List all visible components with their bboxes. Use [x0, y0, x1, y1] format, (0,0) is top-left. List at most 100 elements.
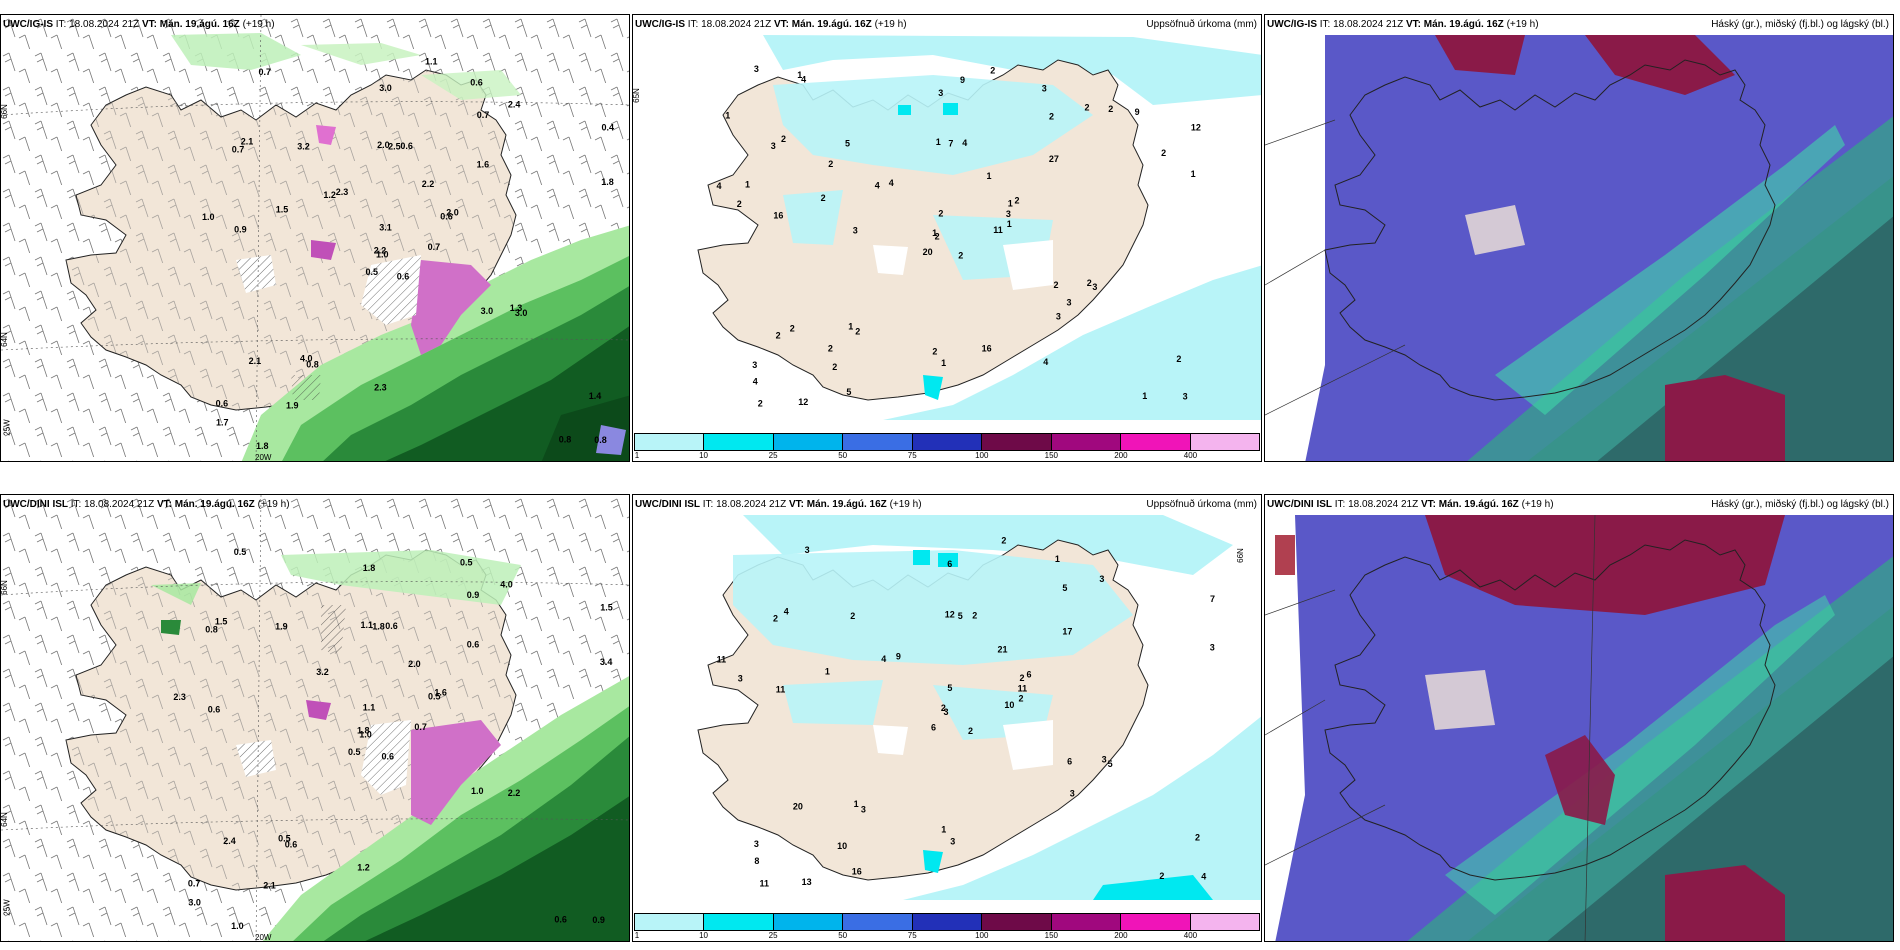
map-value-label: 0.6	[385, 621, 398, 631]
map-value-label: 2	[850, 611, 855, 621]
colorbar-tick-label: 10	[699, 451, 708, 460]
map-value-label: 1.8	[363, 563, 376, 573]
map-value-label: 10	[837, 841, 847, 851]
map-value-label: 2	[935, 232, 940, 242]
map-value-label: 5	[1108, 759, 1113, 769]
colorbar-tick-label: 75	[907, 451, 917, 460]
map-value-label: 3	[1092, 282, 1097, 292]
map-value-label: 3	[738, 673, 743, 683]
map-value-label: 1.6	[434, 688, 447, 698]
colorbar-swatch	[912, 914, 983, 930]
map-value-label: 3.2	[297, 142, 310, 152]
colorbar-tick-label: 150	[1044, 931, 1059, 940]
map-value-label: 0.6	[400, 141, 413, 151]
map-value-label: 2	[828, 159, 833, 169]
map-value-label: 1.4	[589, 391, 602, 401]
colorbar-swatch	[843, 434, 913, 450]
map-value-label: 2.0	[377, 140, 390, 150]
map-panel-igis-wind[interactable]: UWC/IG-IS IT: 18.08.2024 21Z VT: Mán. 19…	[0, 14, 630, 462]
lon-label-25w: 25W	[2, 419, 12, 436]
map-value-label: 1.5	[276, 204, 289, 214]
map-value-label: 0.6	[285, 840, 298, 850]
map-value-label: 0.7	[428, 242, 441, 252]
lat-label-65n: 65N	[632, 88, 641, 103]
map-panel-dini-clouds[interactable]: UWC/DINI ISL IT: 18.08.2024 21Z VT: Mán.…	[1264, 494, 1894, 942]
lon-label-20w: 20W	[255, 933, 272, 942]
map-value-label: 2.1	[249, 356, 262, 366]
map-value-label: 16	[773, 210, 783, 220]
map-value-label: 2	[938, 209, 943, 219]
map-value-label: 1	[848, 322, 853, 332]
map-value-label: 0.8	[594, 435, 607, 445]
map-value-label: 2	[1020, 673, 1025, 683]
map-value-label: 1.0	[231, 921, 244, 931]
map-value-label: 3.0	[481, 306, 494, 316]
map-value-label: 2.2	[422, 179, 435, 189]
map-panel-dini-wind[interactable]: UWC/DINI ISL IT: 18.08.2024 21Z VT: Mán.…	[0, 494, 630, 942]
precip-colorbar	[634, 913, 1260, 931]
map-value-label: 2	[932, 346, 937, 356]
map-value-label: 0.5	[428, 691, 441, 701]
map-value-label: 3.0	[379, 83, 392, 93]
map-panel-dini-precip[interactable]: UWC/DINI ISL IT: 18.08.2024 21Z VT: Mán.…	[632, 494, 1262, 942]
panel-header: UWC/DINI ISL IT: 18.08.2024 21Z VT: Mán.…	[635, 499, 922, 510]
map-value-label: 3	[944, 707, 949, 717]
map-value-label: 4	[801, 74, 806, 84]
map-value-label: 4	[753, 377, 758, 387]
map-value-label: 0.5	[366, 267, 379, 277]
map-value-label: 2	[1019, 694, 1024, 704]
map-value-label: 0.4	[602, 123, 615, 133]
map-value-label: 1.1	[425, 57, 438, 67]
map-value-label: 1	[932, 228, 937, 238]
map-value-label: 4	[875, 180, 880, 190]
colorbar-tick-label: 200	[1114, 451, 1128, 460]
colorbar-swatch	[1190, 434, 1259, 450]
map-value-label: 1.5	[215, 617, 228, 627]
map-value-label: 1.6	[477, 159, 490, 169]
colorbar-swatch	[982, 434, 1052, 450]
precip-colorbar-ticks: 1 10 25 50 75 100 150 200 400	[634, 451, 1260, 461]
map-value-label: 2	[790, 324, 795, 334]
map-value-label: 12	[945, 610, 955, 620]
map-value-label: 2	[1195, 832, 1200, 842]
map-value-label: 20	[923, 247, 933, 257]
map-value-label: 0.6	[216, 399, 229, 409]
map-value-label: 3.0	[188, 898, 201, 908]
map-value-label: 11	[993, 225, 1003, 235]
product-title: Háský (gr.), miðský (fj.bl.) og lágský (…	[1711, 19, 1889, 30]
map-value-label: 1.5	[600, 603, 613, 613]
map-value-label: 3	[1042, 83, 1047, 93]
map-panel-igis-clouds[interactable]: UWC/IG-IS IT: 18.08.2024 21Z VT: Mán. 19…	[1264, 14, 1894, 462]
map-value-label: 1.0	[359, 730, 372, 740]
map-panel-igis-precip[interactable]: UWC/IG-IS IT: 18.08.2024 21Z VT: Mán. 19…	[632, 14, 1262, 462]
panel-header: UWC/IG-IS IT: 18.08.2024 21Z VT: Mán. 19…	[635, 19, 907, 30]
map-value-label: 1.3	[510, 303, 523, 313]
map-value-label: 0.5	[278, 834, 291, 844]
colorbar-swatch	[1190, 914, 1259, 930]
map-value-label: 3	[938, 88, 943, 98]
map-value-label: 4	[1201, 871, 1206, 881]
colorbar-swatch	[1051, 434, 1122, 450]
colorbar-tick-label: 25	[768, 931, 778, 940]
map-value-label: 2	[1159, 871, 1164, 881]
map-value-label: 7	[948, 138, 953, 148]
map-value-label: 1.8	[256, 441, 269, 451]
map-value-label: 2	[821, 193, 826, 203]
map-value-label: 0.6	[470, 78, 483, 88]
lon-label-25w: 25W	[2, 899, 12, 916]
map-value-label: 3	[1099, 574, 1104, 584]
map-value-label: 3	[1210, 642, 1215, 652]
map-value-label: 4	[1043, 357, 1048, 367]
map-value-label: 6	[1027, 670, 1032, 680]
map-value-label: 2	[776, 331, 781, 341]
map-value-label: 5	[846, 387, 851, 397]
map-value-label: 2.1	[241, 137, 254, 147]
map-value-label: 0.8	[205, 625, 218, 635]
colorbar-swatch	[704, 914, 774, 930]
map-value-label: 0.6	[397, 271, 410, 281]
map-value-label: 1.9	[286, 401, 299, 411]
map-value-label: 2	[828, 344, 833, 354]
precip-map: 2233231251034117617131221209810565463632…	[633, 495, 1261, 941]
colorbar-tick-label: 25	[768, 451, 778, 460]
colorbar-tick-label: 400	[1183, 451, 1198, 460]
